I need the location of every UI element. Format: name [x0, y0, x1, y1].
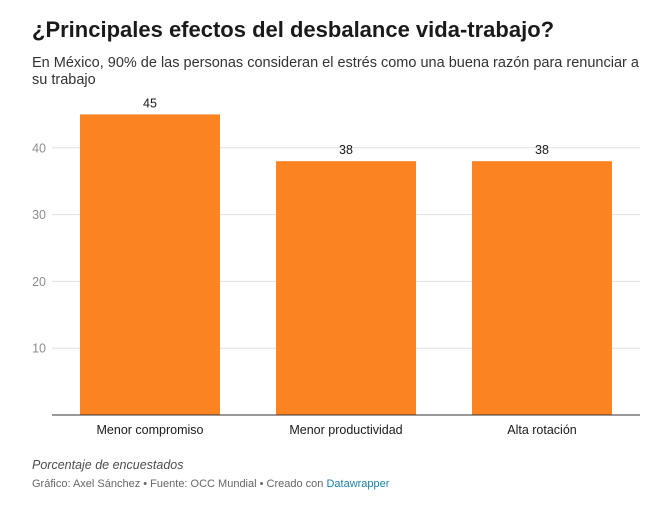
chart-notes: Porcentaje de encuestados — [32, 458, 184, 472]
y-tick-label: 20 — [32, 275, 46, 289]
bar-value-label: 45 — [143, 96, 157, 110]
bar — [276, 161, 416, 415]
bar-value-label: 38 — [339, 143, 353, 157]
chart-credits: Gráfico: Axel Sánchez • Fuente: OCC Mund… — [32, 478, 389, 490]
bar-value-label: 38 — [535, 143, 549, 157]
datawrapper-link[interactable]: Datawrapper — [326, 478, 390, 490]
bar — [472, 161, 612, 415]
chart-subtitle: En México, 90% de las personas considera… — [32, 55, 639, 88]
bar — [80, 114, 220, 416]
x-category-label: Menor compromiso — [97, 423, 204, 437]
x-category-label: Menor productividad — [289, 423, 402, 437]
y-tick-label: 30 — [32, 208, 46, 222]
x-category-label: Alta rotación — [507, 423, 577, 437]
bars — [80, 114, 612, 416]
y-tick-label: 10 — [32, 342, 46, 356]
credit-text: Gráfico: Axel Sánchez • Fuente: OCC Mund… — [32, 478, 324, 490]
chart-title: ¿Principales efectos del desbalance vida… — [32, 17, 555, 42]
labels: 10 20 30 40 45 Menor compromiso 38 Menor produc… — [32, 96, 577, 437]
y-tick-label: 40 — [32, 141, 46, 155]
